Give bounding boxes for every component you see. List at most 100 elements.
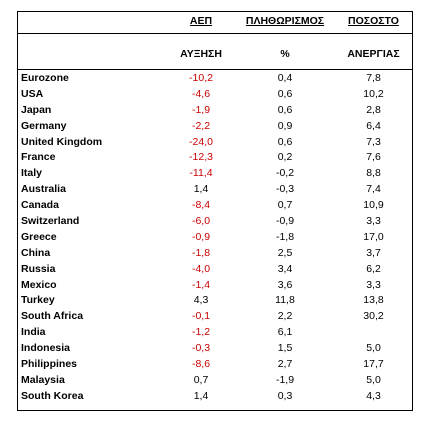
unemployment-cell: 10,9 bbox=[363, 199, 384, 212]
country-cell: Malaysia bbox=[21, 373, 65, 386]
country-cell: Australia bbox=[21, 183, 66, 196]
inflation-cell: 1,5 bbox=[277, 342, 293, 355]
unemployment-cell: 6,2 bbox=[366, 262, 381, 275]
gdp-cell: -2,2 bbox=[191, 119, 211, 132]
unemployment-cell: 2,8 bbox=[366, 103, 381, 116]
header-unemployment: ΠΟΣΟΣΤΟ bbox=[348, 15, 399, 27]
unemployment-cell: 7,3 bbox=[366, 135, 381, 148]
header-inflation-percent: % bbox=[280, 48, 290, 60]
table-row: South Africa -0,1 2,2 30,2 bbox=[18, 309, 412, 325]
inflation-cell: 11,8 bbox=[275, 294, 295, 307]
header-divider bbox=[18, 33, 412, 34]
country-cell: Japan bbox=[21, 103, 52, 116]
inflation-cell: 3,6 bbox=[277, 278, 293, 291]
inflation-cell: 0,6 bbox=[277, 103, 293, 116]
country-cell: India bbox=[21, 326, 46, 339]
country-cell: Germany bbox=[21, 119, 67, 132]
table-body: Eurozone -10,2 0,4 7,8 USA -4,6 0,6 10,2 Japan -1… bbox=[18, 71, 412, 405]
header-inflation: ΠΛΗΘΩΡΙΣΜΟΣ bbox=[245, 15, 325, 27]
header-gdp-growth: ΑΥΞΗΣΗ bbox=[180, 48, 222, 60]
inflation-cell: -0,3 bbox=[275, 183, 295, 196]
inflation-cell: 2,5 bbox=[277, 246, 293, 259]
economic-indicators-table: ΑΕΠ ΠΛΗΘΩΡΙΣΜΟΣ ΠΟΣΟΣΤΟ ΑΥΞΗΣΗ % ΑΝΕΡΓΙΑ… bbox=[17, 11, 413, 411]
inflation-cell: 3,4 bbox=[277, 262, 293, 275]
inflation-cell: 6,1 bbox=[277, 326, 293, 339]
unemployment-cell: 13,8 bbox=[363, 294, 384, 307]
country-cell: Philippines bbox=[21, 358, 78, 371]
gdp-cell: -0,9 bbox=[191, 230, 211, 243]
table-row: Russia -4,0 3,4 6,2 bbox=[18, 262, 412, 278]
unemployment-cell: 7,6 bbox=[366, 151, 381, 164]
unemployment-cell: 10,2 bbox=[363, 87, 384, 100]
unemployment-cell: 17,0 bbox=[363, 230, 384, 243]
table-row: Japan -1,9 0,6 2,8 bbox=[18, 103, 412, 119]
table-row: France -12,3 0,2 7,6 bbox=[18, 150, 412, 166]
table-row: Indonesia -0,3 1,5 5,0 bbox=[18, 341, 412, 357]
gdp-cell: 1,4 bbox=[193, 389, 209, 402]
country-cell: Russia bbox=[21, 262, 56, 275]
table-row: Australia 1,4 -0,3 7,4 bbox=[18, 182, 412, 198]
country-cell: Indonesia bbox=[21, 342, 71, 355]
inflation-cell: 0,9 bbox=[277, 119, 293, 132]
table-row: Germany -2,2 0,9 6,4 bbox=[18, 119, 412, 135]
gdp-cell: -1,2 bbox=[191, 326, 211, 339]
gdp-cell: -24,0 bbox=[189, 135, 213, 148]
unemployment-cell: 3,3 bbox=[366, 278, 381, 291]
gdp-cell: -6,0 bbox=[191, 215, 211, 228]
inflation-cell: -0,9 bbox=[275, 215, 295, 228]
country-cell: South Korea bbox=[21, 389, 84, 402]
header-unemployment-rate: ΑΝΕΡΓΙΑΣ bbox=[347, 48, 400, 60]
inflation-cell: -1,8 bbox=[275, 230, 295, 243]
table-row: Switzerland -6,0 -0,9 3,3 bbox=[18, 214, 412, 230]
table-divider bbox=[18, 69, 412, 70]
inflation-cell: 2,7 bbox=[277, 358, 293, 371]
gdp-cell: 4,3 bbox=[193, 294, 209, 307]
unemployment-cell: 5,0 bbox=[366, 373, 381, 386]
unemployment-cell: 3,7 bbox=[366, 246, 381, 259]
unemployment-cell: 7,4 bbox=[366, 183, 381, 196]
country-cell: Greece bbox=[21, 230, 57, 243]
unemployment-cell: 17,7 bbox=[363, 358, 384, 371]
table-row: Eurozone -10,2 0,4 7,8 bbox=[18, 71, 412, 87]
gdp-cell: -11,4 bbox=[189, 167, 213, 180]
inflation-cell: 0,4 bbox=[277, 72, 293, 84]
inflation-cell: 0,6 bbox=[277, 87, 293, 100]
unemployment-cell: 3,3 bbox=[366, 215, 381, 228]
country-cell: Canada bbox=[21, 199, 59, 212]
table-row: Greece -0,9 -1,8 17,0 bbox=[18, 230, 412, 246]
gdp-cell: -1,8 bbox=[191, 246, 211, 259]
inflation-cell: -1,9 bbox=[275, 373, 295, 386]
gdp-cell: -4,0 bbox=[191, 262, 211, 275]
country-cell: France bbox=[21, 151, 56, 164]
table-row: Mexico -1,4 3,6 3,3 bbox=[18, 278, 412, 294]
table-row: Italy -11,4 -0,2 8,8 bbox=[18, 166, 412, 182]
unemployment-cell: 7,8 bbox=[366, 72, 381, 84]
inflation-cell: -0,2 bbox=[275, 167, 295, 180]
gdp-cell: -10,2 bbox=[189, 72, 213, 84]
gdp-cell: -12,3 bbox=[189, 151, 213, 164]
unemployment-cell: 5,0 bbox=[366, 342, 381, 355]
inflation-cell: 2,2 bbox=[277, 310, 293, 323]
inflation-cell: 0,7 bbox=[277, 199, 293, 212]
country-cell: Mexico bbox=[21, 278, 57, 291]
table-row: USA -4,6 0,6 10,2 bbox=[18, 87, 412, 103]
table-row: Malaysia 0,7 -1,9 5,0 bbox=[18, 373, 412, 389]
unemployment-cell: 8,8 bbox=[366, 167, 381, 180]
country-cell: Turkey bbox=[21, 294, 55, 307]
gdp-cell: -8,4 bbox=[191, 199, 211, 212]
country-cell: Eurozone bbox=[21, 72, 69, 84]
gdp-cell: -8,6 bbox=[191, 358, 211, 371]
gdp-cell: -0,3 bbox=[191, 342, 211, 355]
country-cell: South Africa bbox=[21, 310, 84, 323]
unemployment-cell: 4,3 bbox=[366, 389, 381, 402]
country-cell: United Kingdom bbox=[21, 135, 103, 148]
country-cell: China bbox=[21, 246, 51, 259]
inflation-cell: 0,6 bbox=[277, 135, 293, 148]
gdp-cell: 1,4 bbox=[193, 183, 209, 196]
table-row: Turkey 4,3 11,8 13,8 bbox=[18, 293, 412, 309]
gdp-cell: 0,7 bbox=[193, 373, 209, 386]
table-row: United Kingdom -24,0 0,6 7,3 bbox=[18, 135, 412, 151]
table-row: Canada -8,4 0,7 10,9 bbox=[18, 198, 412, 214]
header-gdp: ΑΕΠ bbox=[189, 15, 213, 27]
inflation-cell: 0,3 bbox=[277, 389, 293, 402]
